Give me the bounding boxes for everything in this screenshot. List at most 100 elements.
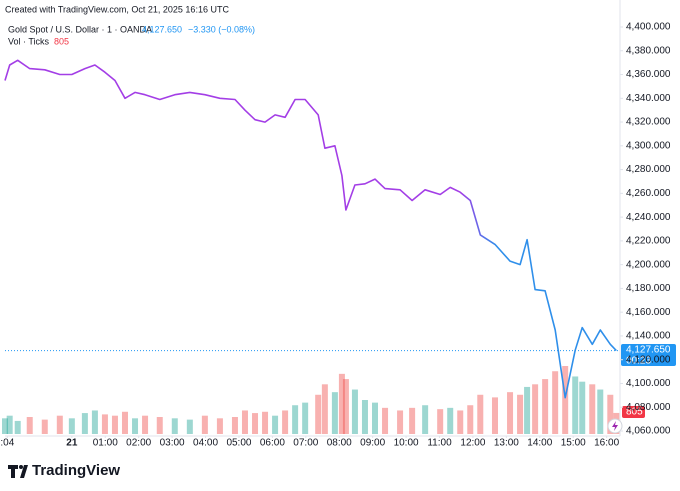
logo-dot (19, 465, 23, 469)
volume-bar (589, 384, 596, 434)
volume-bar (282, 410, 289, 434)
volume-bar (252, 413, 259, 434)
volume-bar (321, 384, 328, 434)
volume-bar (91, 410, 98, 434)
y-tick-label: 4,160.000 (626, 307, 671, 318)
y-tick-label: 4,320.000 (626, 117, 671, 128)
countdown: 00:23 (626, 356, 651, 367)
price-line (4, 59, 617, 399)
x-tick-label: 14:00 (527, 438, 552, 449)
volume-bar (302, 402, 309, 434)
volume-bar (171, 418, 178, 434)
y-tick-label: 4,200.000 (626, 259, 671, 270)
volume-bar (272, 415, 279, 434)
y-tick-label: 4,100.000 (626, 378, 671, 389)
volume-layer (2, 366, 620, 434)
logo-mark (20, 465, 28, 478)
volume-bar (579, 381, 586, 434)
volume-bar (26, 417, 33, 434)
x-tick-label: 15:00 (561, 438, 586, 449)
volume-bar (524, 386, 531, 434)
logo-mark (8, 465, 18, 478)
volume-bar (156, 417, 163, 434)
volume-bar (101, 414, 108, 434)
x-tick-label: 11:00 (427, 438, 452, 449)
y-tick-label: 4,180.000 (626, 283, 671, 294)
volume-bar (542, 379, 549, 434)
volume-bar (467, 405, 474, 434)
y-tick-label: 4,340.000 (626, 93, 671, 104)
y-tick-label: 4,060.000 (626, 426, 671, 437)
volume-tag-label: 805 (626, 407, 643, 418)
x-tick-label: 13:00 (494, 438, 519, 449)
volume-bar (231, 417, 238, 434)
volume-bar (315, 394, 322, 434)
x-tick-label: 04:00 (193, 438, 218, 449)
volume-bar (111, 415, 118, 434)
y-tick-label: 4,360.000 (626, 69, 671, 80)
volume-bar (2, 418, 8, 434)
y-tick-label: 4,400.000 (626, 22, 671, 33)
volume-bar (517, 394, 524, 434)
volume-bar (216, 418, 223, 434)
volume-bar (331, 392, 338, 434)
volume-bar (201, 415, 208, 434)
y-tick-label: 4,120.000 (626, 354, 671, 365)
volume-bar (552, 371, 559, 434)
volume-bar (241, 410, 248, 434)
volume-bar (262, 411, 269, 434)
volume-bar (532, 384, 539, 434)
x-tick-label: 08:00 (327, 438, 352, 449)
volume-bar (607, 394, 614, 434)
volume-bar (56, 415, 63, 434)
volume-bar (437, 409, 444, 434)
volume-bar (121, 411, 128, 434)
y-tick-label: 4,380.000 (626, 45, 671, 56)
x-tick-label: 10:00 (394, 438, 419, 449)
y-tick-label: 4,140.000 (626, 331, 671, 342)
volume-bar (342, 379, 349, 434)
x-tick-label: 09:00 (360, 438, 385, 449)
volume-tag (622, 406, 645, 418)
volume-bar (507, 392, 514, 434)
y-tick-label: 4,220.000 (626, 236, 671, 247)
y-tick-label: 4,280.000 (626, 164, 671, 175)
price-tag (621, 344, 676, 366)
volume-bar (142, 415, 149, 434)
x-tick-label: :04 (0, 438, 14, 449)
volume-bar (132, 418, 139, 434)
volume-bar (81, 413, 88, 434)
y-tick-label: 4,260.000 (626, 188, 671, 199)
x-tick-label: 06:00 (260, 438, 285, 449)
x-tick-label: 16:00 (594, 438, 619, 449)
volume-bar (361, 400, 368, 434)
volume-bar (292, 405, 299, 434)
volume-bar (372, 402, 379, 434)
volume-bar (597, 389, 604, 434)
symbol: Gold Spot / U.S. Dollar · 1 · OANDA (8, 24, 152, 34)
replay-icon-bolt (612, 421, 618, 431)
created-note: Created with TradingView.com, Oct 21, 20… (5, 4, 229, 14)
volume-bar (351, 389, 358, 434)
volume-bar (477, 394, 484, 434)
volume-bar (491, 397, 498, 434)
volume-last: 805 (54, 36, 69, 46)
header-last: 4,127.650 (142, 24, 182, 34)
y-tick-label: 4,240.000 (626, 212, 671, 223)
brand: TradingView (32, 462, 120, 479)
y-tick-label: 4,300.000 (626, 140, 671, 151)
volume-title: Vol · Ticks (8, 36, 50, 46)
volume-bar (409, 407, 416, 434)
volume-bar (572, 376, 579, 434)
volume-bar (68, 418, 75, 434)
volume-bar (562, 366, 569, 434)
volume-bar (6, 415, 13, 434)
x-tick-label: 21 (66, 438, 78, 449)
price-tag-label: 4,127.650 (626, 345, 671, 356)
volume-bar (397, 410, 404, 434)
volume-bar (338, 373, 345, 434)
volume-bar (382, 407, 389, 434)
logo: TradingView (8, 462, 120, 479)
